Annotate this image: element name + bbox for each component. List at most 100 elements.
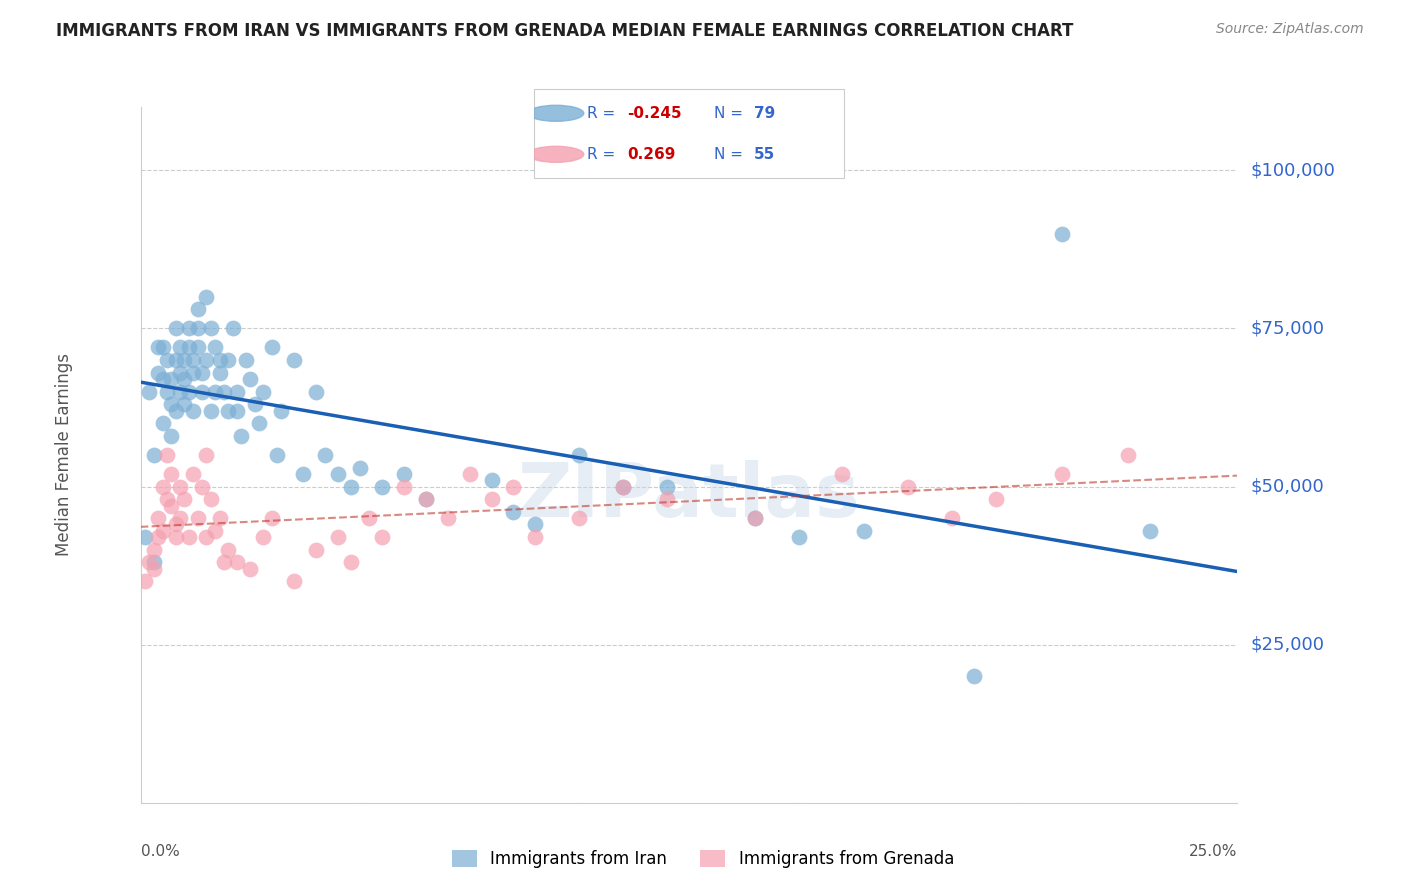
- Text: 55: 55: [754, 147, 775, 161]
- Point: [195, 448, 218, 462]
- Point: [458, 467, 481, 481]
- Point: [208, 366, 231, 380]
- Point: [191, 366, 214, 380]
- Point: [195, 353, 218, 368]
- Point: [217, 353, 239, 368]
- Point: [392, 479, 415, 493]
- Text: 25.0%: 25.0%: [1189, 844, 1237, 859]
- Point: [226, 384, 249, 399]
- Point: [165, 517, 187, 532]
- Point: [177, 384, 200, 399]
- Point: [200, 321, 222, 335]
- Point: [283, 574, 305, 589]
- Point: [305, 384, 328, 399]
- Point: [187, 511, 209, 525]
- Point: [1050, 467, 1073, 481]
- Point: [217, 403, 239, 417]
- Point: [212, 556, 235, 570]
- Point: [169, 511, 191, 525]
- Point: [156, 492, 179, 507]
- Point: [222, 321, 245, 335]
- Text: R =: R =: [586, 147, 624, 161]
- Point: [1116, 448, 1139, 462]
- Point: [204, 340, 226, 354]
- Point: [195, 530, 218, 544]
- Point: [160, 397, 183, 411]
- Point: [340, 556, 363, 570]
- Point: [142, 542, 165, 557]
- Point: [156, 384, 179, 399]
- Text: R =: R =: [586, 106, 620, 120]
- Point: [326, 530, 349, 544]
- Point: [270, 403, 292, 417]
- Point: [138, 384, 160, 399]
- Point: [177, 340, 200, 354]
- Point: [191, 384, 214, 399]
- Point: [177, 321, 200, 335]
- Point: [165, 530, 187, 544]
- Point: [941, 511, 963, 525]
- Text: 0.0%: 0.0%: [141, 844, 180, 859]
- Point: [371, 530, 394, 544]
- Point: [208, 511, 231, 525]
- Point: [744, 511, 766, 525]
- Point: [152, 417, 174, 431]
- Point: [392, 467, 415, 481]
- Point: [208, 353, 231, 368]
- Point: [146, 511, 169, 525]
- Point: [173, 492, 195, 507]
- Point: [146, 530, 169, 544]
- Point: [146, 366, 169, 380]
- Point: [138, 556, 160, 570]
- Point: [349, 460, 371, 475]
- Point: [340, 479, 363, 493]
- Point: [262, 340, 284, 354]
- Text: 79: 79: [754, 106, 775, 120]
- Point: [156, 448, 179, 462]
- Point: [160, 429, 183, 443]
- Text: Median Female Earnings: Median Female Earnings: [55, 353, 73, 557]
- Point: [181, 467, 204, 481]
- Text: $50,000: $50,000: [1250, 477, 1324, 496]
- Point: [262, 511, 284, 525]
- Text: Source: ZipAtlas.com: Source: ZipAtlas.com: [1216, 22, 1364, 37]
- Point: [831, 467, 853, 481]
- Point: [200, 403, 222, 417]
- Point: [612, 479, 634, 493]
- Point: [371, 479, 394, 493]
- Point: [187, 302, 209, 317]
- Point: [165, 321, 187, 335]
- Point: [252, 530, 274, 544]
- Point: [226, 403, 249, 417]
- Point: [231, 429, 253, 443]
- Text: $25,000: $25,000: [1250, 636, 1324, 654]
- Point: [160, 467, 183, 481]
- Point: [305, 542, 328, 557]
- Point: [146, 340, 169, 354]
- Point: [481, 473, 503, 487]
- Point: [239, 562, 262, 576]
- Point: [200, 492, 222, 507]
- Point: [984, 492, 1007, 507]
- Point: [897, 479, 920, 493]
- Point: [169, 479, 191, 493]
- Point: [156, 353, 179, 368]
- Circle shape: [529, 146, 583, 162]
- Text: N =: N =: [714, 106, 748, 120]
- Point: [191, 479, 214, 493]
- Text: $75,000: $75,000: [1250, 319, 1324, 337]
- Point: [204, 384, 226, 399]
- Point: [568, 511, 591, 525]
- Point: [181, 353, 204, 368]
- Point: [181, 403, 204, 417]
- Point: [187, 321, 209, 335]
- Point: [612, 479, 634, 493]
- Point: [283, 353, 305, 368]
- Point: [173, 372, 195, 386]
- Point: [415, 492, 437, 507]
- Point: [169, 340, 191, 354]
- Point: [502, 479, 524, 493]
- Text: 0.269: 0.269: [627, 147, 675, 161]
- Text: $100,000: $100,000: [1250, 161, 1336, 179]
- Point: [744, 511, 766, 525]
